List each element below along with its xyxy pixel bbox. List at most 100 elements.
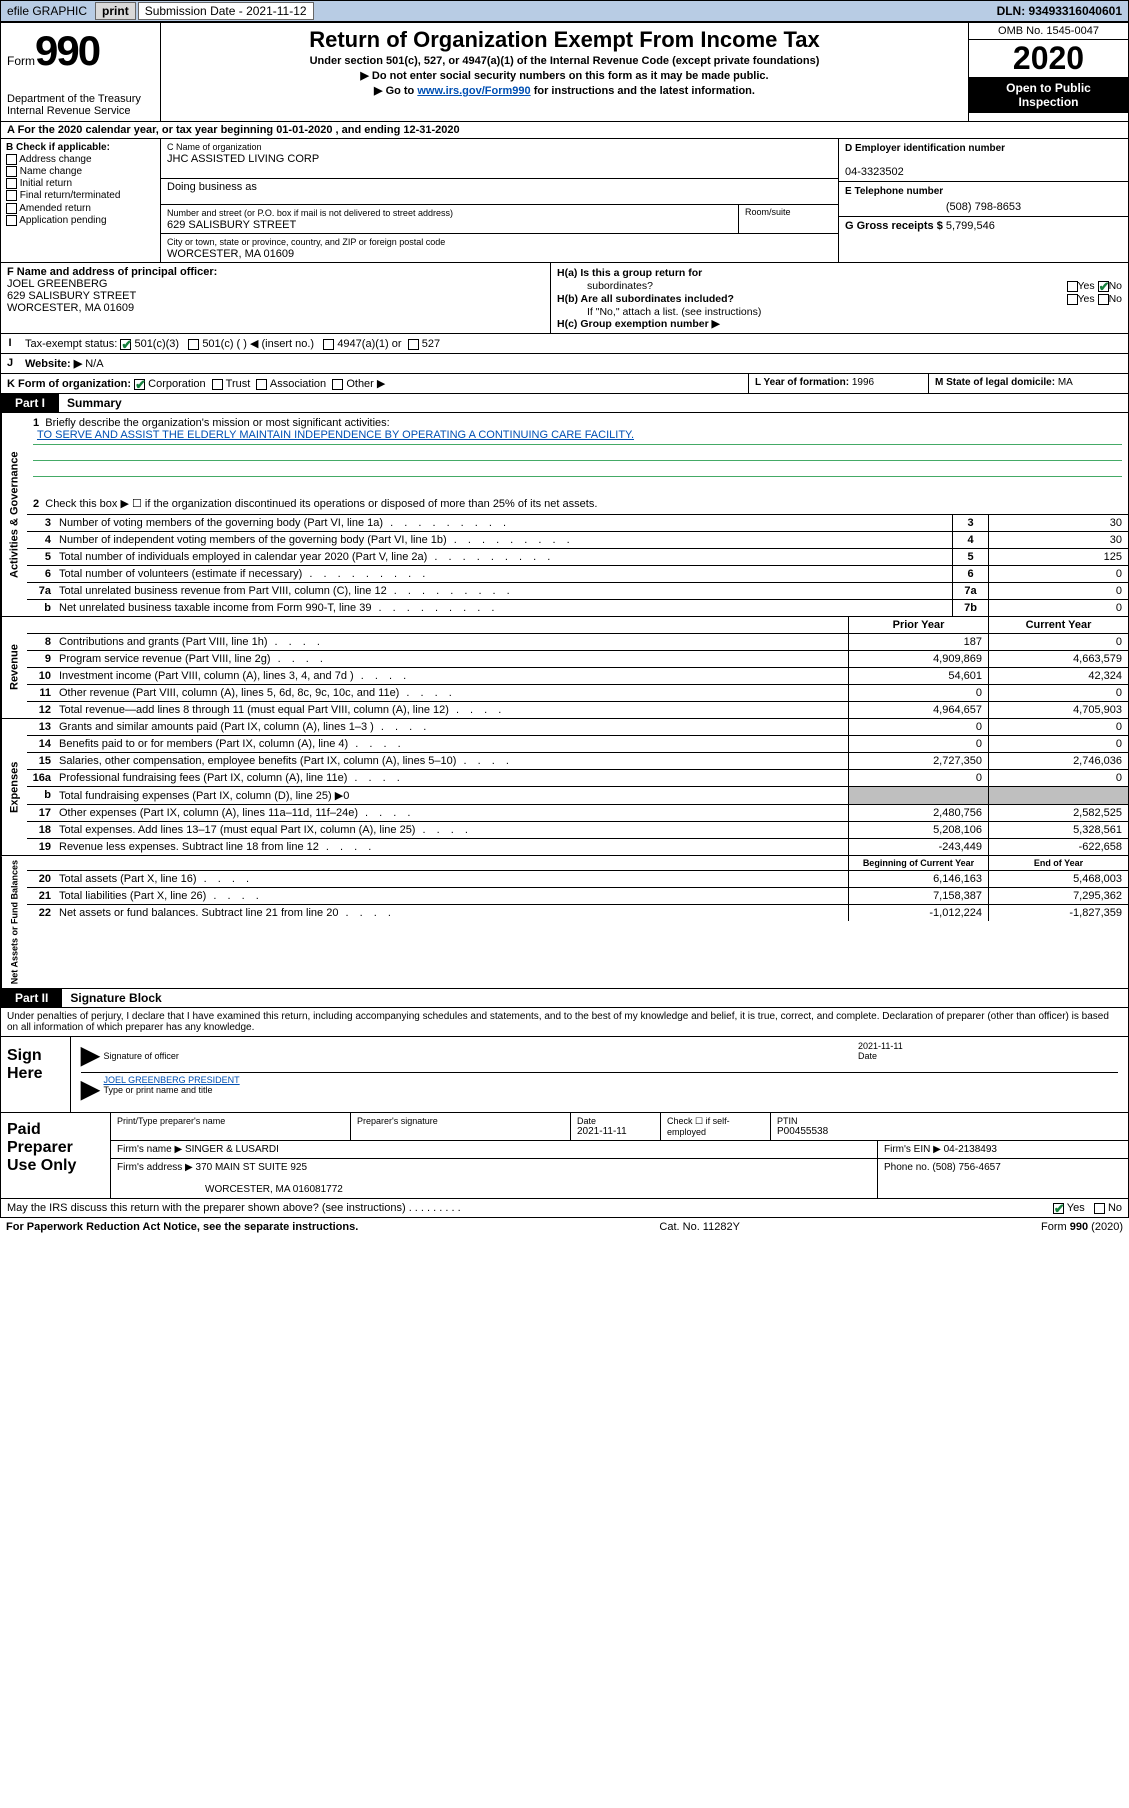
chk-name-change[interactable]: Name change xyxy=(6,166,155,177)
form-title: Return of Organization Exempt From Incom… xyxy=(167,27,962,53)
sig-officer: Signature of officer xyxy=(103,1041,858,1070)
dln: DLN: 93493316040601 xyxy=(991,2,1128,20)
chk-assoc[interactable] xyxy=(256,379,267,390)
arrow-icon: ▶ xyxy=(81,1041,99,1070)
phone-value: (508) 798-8653 xyxy=(845,201,1122,213)
city-box: City or town, state or province, country… xyxy=(161,234,838,262)
part-1-tab: Part I xyxy=(1,394,59,412)
typed-name-line: ▶ JOEL GREENBERG PRESIDENT Type or print… xyxy=(81,1075,1118,1106)
dba-box: Doing business as xyxy=(161,179,838,205)
chk-corp[interactable] xyxy=(134,379,145,390)
begin-year-hdr: Beginning of Current Year xyxy=(848,856,988,870)
section-revenue: Revenue Prior Year Current Year 8Contrib… xyxy=(0,617,1129,719)
side-governance: Activities & Governance xyxy=(1,413,27,616)
signature-line: ▶ Signature of officer 2021-11-11 Date xyxy=(81,1041,1118,1073)
discuss-answer: Yes No xyxy=(1053,1202,1122,1214)
state-domicile: M State of legal domicile: MA xyxy=(928,374,1128,393)
line-12: 12Total revenue—add lines 8 through 11 (… xyxy=(27,702,1128,718)
line-b: bTotal fundraising expenses (Part IX, co… xyxy=(27,787,1128,805)
chk-4947[interactable] xyxy=(323,339,334,350)
gov-line-6: 6Total number of volunteers (estimate if… xyxy=(27,566,1128,583)
print-button[interactable]: print xyxy=(95,2,136,20)
irs-link[interactable]: www.irs.gov/Form990 xyxy=(417,85,530,97)
org-name: JHC ASSISTED LIVING CORP xyxy=(167,153,319,165)
chk-other[interactable] xyxy=(332,379,343,390)
gov-line-7a: 7aTotal unrelated business revenue from … xyxy=(27,583,1128,600)
pp-firm-row: Firm's name ▶ SINGER & LUSARDI Firm's EI… xyxy=(111,1141,1128,1159)
i-label: I xyxy=(1,334,19,353)
chk-trust[interactable] xyxy=(212,379,223,390)
line-10: 10Investment income (Part VIII, column (… xyxy=(27,668,1128,685)
line-20: 20Total assets (Part X, line 16) . . . .… xyxy=(27,871,1128,888)
section-governance: Activities & Governance 1 Briefly descri… xyxy=(0,413,1129,617)
sign-here-label: Sign Here xyxy=(1,1037,71,1112)
end-year-hdr: End of Year xyxy=(988,856,1128,870)
arrow-icon: ▶ xyxy=(81,1075,99,1104)
ha-no[interactable] xyxy=(1098,281,1109,292)
chk-501c[interactable] xyxy=(188,339,199,350)
side-net-assets: Net Assets or Fund Balances xyxy=(1,856,27,988)
line-2: 2 Check this box ▶ ☐ if the organization… xyxy=(27,493,1128,515)
chk-initial-return[interactable]: Initial return xyxy=(6,178,155,189)
form-subtitle: Under section 501(c), 527, or 4947(a)(1)… xyxy=(167,55,962,67)
form-of-org: K Form of organization: Corporation Trus… xyxy=(1,374,748,393)
perjury-declaration: Under penalties of perjury, I declare th… xyxy=(0,1008,1129,1037)
line-18: 18Total expenses. Add lines 13–17 (must … xyxy=(27,822,1128,839)
paperwork-notice: For Paperwork Reduction Act Notice, see … xyxy=(6,1221,358,1233)
chk-address-change[interactable]: Address change xyxy=(6,154,155,165)
ha-yes[interactable] xyxy=(1067,281,1078,292)
goto-line: ▶ Go to www.irs.gov/Form990 for instruct… xyxy=(167,84,962,97)
gov-line-5: 5Total number of individuals employed in… xyxy=(27,549,1128,566)
expenses-content: 13Grants and similar amounts paid (Part … xyxy=(27,719,1128,855)
hb-yes[interactable] xyxy=(1067,294,1078,305)
phone-box: E Telephone number (508) 798-8653 xyxy=(839,182,1128,217)
sign-here-row: Sign Here ▶ Signature of officer 2021-11… xyxy=(0,1037,1129,1113)
discuss-row: May the IRS discuss this return with the… xyxy=(0,1199,1129,1218)
header-right: OMB No. 1545-0047 2020 Open to Public In… xyxy=(968,23,1128,121)
rev-header-row: Prior Year Current Year xyxy=(27,617,1128,634)
chk-527[interactable] xyxy=(408,339,419,350)
current-year-hdr: Current Year xyxy=(988,617,1128,633)
net-content: Beginning of Current Year End of Year 20… xyxy=(27,856,1128,988)
chk-amended[interactable]: Amended return xyxy=(6,203,155,214)
form-word: Form xyxy=(7,54,35,68)
line-22: 22Net assets or fund balances. Subtract … xyxy=(27,905,1128,921)
line-11: 11Other revenue (Part VIII, column (A), … xyxy=(27,685,1128,702)
part-2-header: Part II Signature Block xyxy=(0,989,1129,1008)
line-8: 8Contributions and grants (Part VIII, li… xyxy=(27,634,1128,651)
line-21: 21Total liabilities (Part X, line 26) . … xyxy=(27,888,1128,905)
discuss-no[interactable] xyxy=(1094,1203,1105,1214)
address-row: Number and street (or P.O. box if mail i… xyxy=(161,205,838,234)
prior-year-hdr: Prior Year xyxy=(848,617,988,633)
chk-final-return[interactable]: Final return/terminated xyxy=(6,190,155,201)
col-b-header: B Check if applicable: xyxy=(6,142,110,153)
street-address: Number and street (or P.O. box if mail i… xyxy=(161,205,738,233)
mission-wrap: 1 Briefly describe the organization's mi… xyxy=(27,413,1128,493)
section-expenses: Expenses 13Grants and similar amounts pa… xyxy=(0,719,1129,856)
hb-no[interactable] xyxy=(1098,294,1109,305)
footer-row: For Paperwork Reduction Act Notice, see … xyxy=(0,1218,1129,1236)
gov-line-7b: bNet unrelated business taxable income f… xyxy=(27,600,1128,616)
header-left: Form 990 Department of the Treasury Inte… xyxy=(1,23,161,121)
sign-here-body: ▶ Signature of officer 2021-11-11 Date ▶… xyxy=(71,1037,1128,1112)
chk-app-pending[interactable]: Application pending xyxy=(6,215,155,226)
line-15: 15Salaries, other compensation, employee… xyxy=(27,753,1128,770)
sig-date: 2021-11-11 Date xyxy=(858,1041,1118,1070)
efile-label: efile GRAPHIC xyxy=(1,2,93,20)
form-990-label: Form 990 xyxy=(7,27,154,75)
form-header: Form 990 Department of the Treasury Inte… xyxy=(0,22,1129,122)
form-ref: Form 990 (2020) xyxy=(1041,1221,1123,1233)
chk-501c3[interactable] xyxy=(120,339,131,350)
gross-receipts: G Gross receipts $ 5,799,546 xyxy=(839,217,1128,235)
discuss-yes[interactable] xyxy=(1053,1203,1064,1214)
section-b-through-g: B Check if applicable: Address change Na… xyxy=(0,139,1129,263)
paid-preparer-row: Paid Preparer Use Only Print/Type prepar… xyxy=(0,1113,1129,1199)
row-f-h: F Name and address of principal officer:… xyxy=(0,263,1129,334)
revenue-content: Prior Year Current Year 8Contributions a… xyxy=(27,617,1128,718)
submission-date: Submission Date - 2021-11-12 xyxy=(138,2,314,20)
principal-officer: F Name and address of principal officer:… xyxy=(1,263,551,333)
ein-box: D Employer identification number 04-3323… xyxy=(839,139,1128,182)
line-13: 13Grants and similar amounts paid (Part … xyxy=(27,719,1128,736)
top-bar: efile GRAPHIC print Submission Date - 20… xyxy=(0,0,1129,22)
line-19: 19Revenue less expenses. Subtract line 1… xyxy=(27,839,1128,855)
